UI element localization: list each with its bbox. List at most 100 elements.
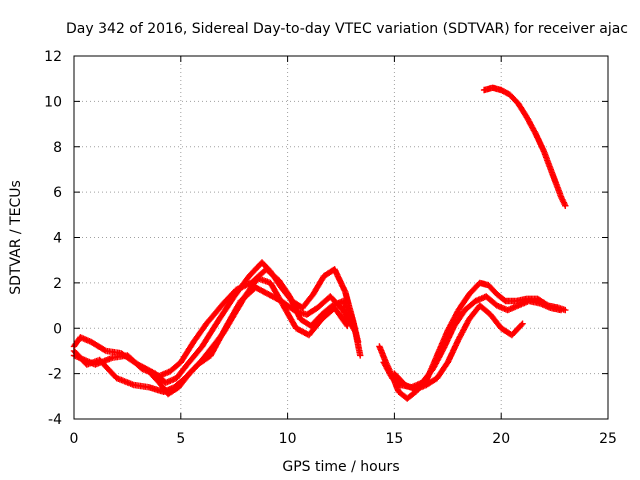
x-tick-label: 0 xyxy=(70,431,79,447)
grid xyxy=(74,56,608,419)
data-point-run xyxy=(216,294,237,323)
y-tick-label: 4 xyxy=(53,231,62,247)
data-point-run xyxy=(199,344,216,364)
x-tick-label: 20 xyxy=(492,431,510,447)
data-point-run xyxy=(429,346,446,373)
data-point-run xyxy=(147,370,162,385)
data-point-run xyxy=(263,266,282,283)
data-point-run xyxy=(391,370,408,387)
data-point-run xyxy=(498,86,512,97)
data-point-run xyxy=(487,311,504,331)
data-point-run xyxy=(466,280,482,298)
data-point-run xyxy=(508,321,525,339)
data-point-run xyxy=(220,312,237,336)
data-point-run xyxy=(485,281,500,297)
data-point-run xyxy=(376,343,389,364)
data-point-run xyxy=(339,306,359,335)
x-tick-label: 5 xyxy=(176,431,185,447)
data-point-run xyxy=(199,317,222,350)
data-point-run xyxy=(231,294,248,318)
y-axis-label: SDTVAR / TECUs xyxy=(8,180,24,295)
data-point-run xyxy=(209,330,226,350)
data-point-run xyxy=(515,100,530,120)
data-point-run xyxy=(433,360,451,382)
series-sat-h xyxy=(480,84,569,209)
data-point-run xyxy=(483,293,499,308)
data-point xyxy=(519,320,526,327)
plot-frame xyxy=(73,55,609,420)
data-point-run xyxy=(280,302,299,330)
data-point-run xyxy=(310,274,327,298)
series-sat-g xyxy=(391,302,526,393)
data-point-run xyxy=(461,298,478,314)
data-point-run xyxy=(307,312,324,330)
data-point-run xyxy=(303,305,320,318)
data-point-run xyxy=(455,292,472,314)
data-point xyxy=(357,352,364,359)
data-point-run xyxy=(96,356,119,381)
data-point-run xyxy=(339,297,355,319)
axis-ticks: 0 5 10 15 20 25 -4 -2 0 2 4 6 8 10 12 xyxy=(44,49,617,447)
series-sat-f xyxy=(380,293,565,391)
data-point-run xyxy=(166,360,183,375)
y-tick-label: 10 xyxy=(44,94,62,110)
data-point-run xyxy=(476,302,493,317)
data-point-run xyxy=(532,129,547,154)
data-point-run xyxy=(175,371,192,391)
y-tick-label: 0 xyxy=(53,321,62,337)
data-point-run xyxy=(540,148,556,176)
data-point-run xyxy=(423,375,439,389)
data-point-run xyxy=(455,317,472,343)
data-point xyxy=(557,306,565,314)
data-point-run xyxy=(493,291,508,304)
y-tick-label: 12 xyxy=(44,49,62,65)
data-point-run xyxy=(246,260,265,280)
data-point-run xyxy=(130,381,151,391)
x-tick-label: 10 xyxy=(279,431,297,447)
data-point-run xyxy=(220,287,239,307)
x-tick-label: 15 xyxy=(385,431,403,447)
data-point-run xyxy=(233,280,253,293)
data-point xyxy=(352,329,360,336)
data-point xyxy=(344,322,351,330)
data-point-run xyxy=(87,338,108,354)
data-point-run xyxy=(124,352,145,372)
data-point-run xyxy=(318,305,337,323)
chart-title: Day 342 of 2016, Sidereal Day-to-day VTE… xyxy=(66,21,628,37)
data-point-run xyxy=(305,317,324,339)
data-point xyxy=(354,338,362,346)
data-point-run xyxy=(331,304,350,328)
data-point-run xyxy=(186,357,205,377)
data-point-run xyxy=(145,384,166,395)
data-point-run xyxy=(389,375,403,388)
data-point-run xyxy=(164,384,181,398)
data-markers xyxy=(70,84,569,402)
data-point-run xyxy=(299,292,316,311)
y-tick-label: 2 xyxy=(53,276,62,292)
data-point-run xyxy=(444,308,461,334)
data-point-run xyxy=(331,266,348,294)
data-point-run xyxy=(444,337,461,366)
data-point-run xyxy=(404,389,418,402)
y-tick-label: -4 xyxy=(48,412,62,428)
data-point-run xyxy=(241,276,260,300)
data-point-run xyxy=(440,324,457,352)
data-point-run xyxy=(549,170,564,199)
x-tick-label: 25 xyxy=(599,431,617,447)
data-point-run xyxy=(523,114,538,135)
data-point-run xyxy=(318,303,335,318)
data-point xyxy=(562,202,569,209)
data-point-run xyxy=(177,340,196,366)
data-point-run xyxy=(380,359,395,380)
data-point-run xyxy=(451,308,468,330)
data-point-run xyxy=(190,321,209,346)
data-point-run xyxy=(506,91,521,106)
data-point-run xyxy=(466,303,483,323)
data-point-run xyxy=(113,375,136,388)
y-tick-label: -2 xyxy=(48,367,62,383)
data-point-run xyxy=(267,279,286,308)
data-point-run xyxy=(327,293,346,313)
x-axis-label: GPS time / hours xyxy=(282,459,399,475)
y-tick-label: 8 xyxy=(53,140,62,156)
